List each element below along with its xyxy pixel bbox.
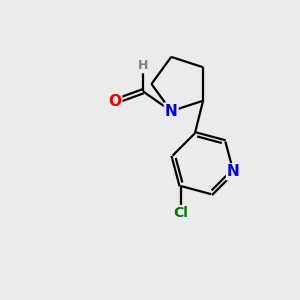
Text: N: N	[165, 103, 178, 118]
Text: O: O	[108, 94, 121, 109]
Text: N: N	[227, 164, 240, 179]
Text: Cl: Cl	[173, 206, 188, 220]
Text: H: H	[138, 59, 148, 72]
